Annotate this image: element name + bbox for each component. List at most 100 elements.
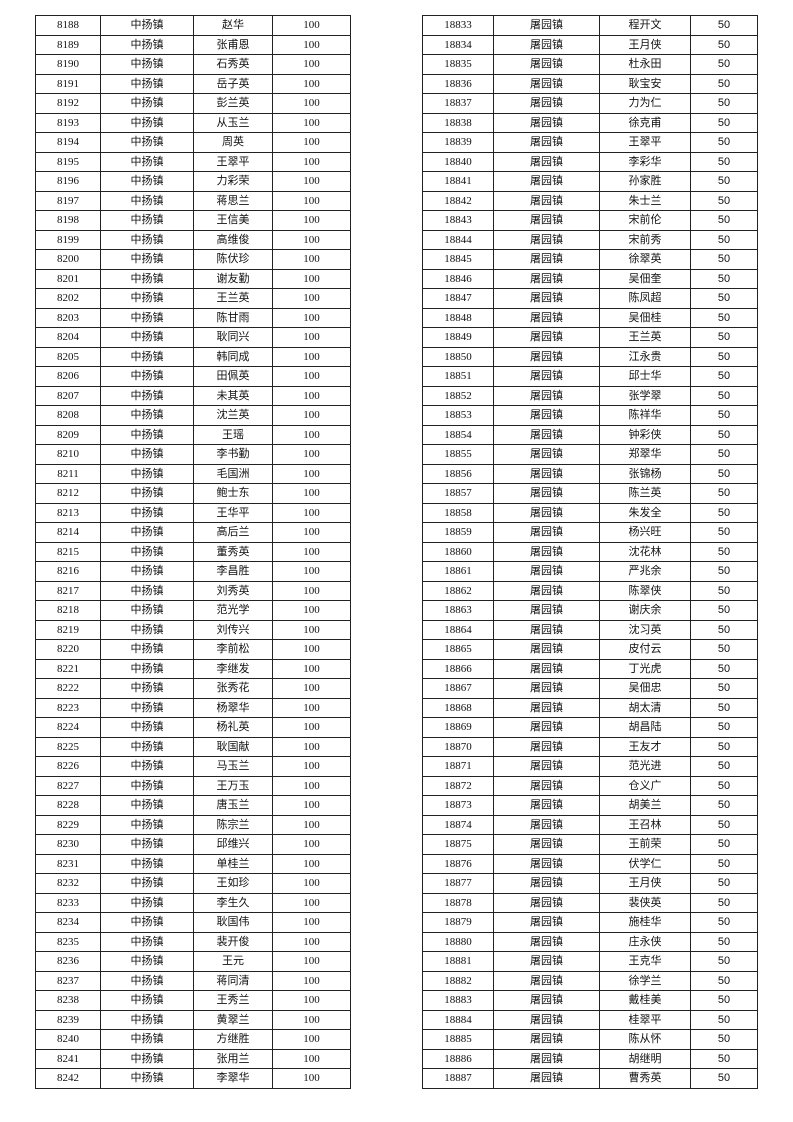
cell-name: 岳子英 xyxy=(193,73,273,94)
cell-name: 李书勤 xyxy=(193,444,273,465)
table-row: 8213 中扬镇 王华平 100 xyxy=(35,502,351,523)
table-row: 18843 屠园镇 宋前伦 50 xyxy=(422,210,758,231)
cell-town: 屠园镇 xyxy=(493,171,600,192)
table-row: 18851 屠园镇 邱士华 50 xyxy=(422,366,758,387)
cell-town: 中扬镇 xyxy=(100,307,194,328)
cell-amount: 100 xyxy=(272,834,351,855)
cell-town: 中扬镇 xyxy=(100,132,194,153)
cell-amount: 50 xyxy=(690,346,758,367)
cell-amount: 100 xyxy=(272,190,351,211)
cell-name: 刘秀英 xyxy=(193,580,273,601)
table-row: 8232 中扬镇 王如珍 100 xyxy=(35,873,351,894)
cell-town: 中扬镇 xyxy=(100,34,194,55)
table-row: 18877 屠园镇 王月侠 50 xyxy=(422,873,758,894)
cell-amount: 50 xyxy=(690,580,758,601)
cell-town: 中扬镇 xyxy=(100,346,194,367)
cell-id: 8221 xyxy=(35,658,101,679)
table-row: 8219 中扬镇 刘传兴 100 xyxy=(35,619,351,640)
cell-town: 中扬镇 xyxy=(100,424,194,445)
cell-amount: 50 xyxy=(690,385,758,406)
cell-id: 18837 xyxy=(422,93,494,114)
cell-name: 胡继明 xyxy=(599,1048,691,1069)
cell-id: 18885 xyxy=(422,1029,494,1050)
cell-name: 王元 xyxy=(193,951,273,972)
table-row: 18855 屠园镇 郑翠华 50 xyxy=(422,444,758,465)
table-row: 18868 屠园镇 胡太清 50 xyxy=(422,697,758,718)
table-row: 18875 屠园镇 王前荣 50 xyxy=(422,834,758,855)
cell-amount: 50 xyxy=(690,54,758,75)
cell-town: 屠园镇 xyxy=(493,600,600,621)
cell-amount: 50 xyxy=(690,229,758,250)
cell-name: 徐翠英 xyxy=(599,249,691,270)
cell-town: 中扬镇 xyxy=(100,756,194,777)
cell-name: 陈宗兰 xyxy=(193,814,273,835)
cell-id: 18874 xyxy=(422,814,494,835)
cell-amount: 50 xyxy=(690,814,758,835)
table-row: 18849 屠园镇 王兰英 50 xyxy=(422,327,758,348)
cell-amount: 50 xyxy=(690,483,758,504)
cell-name: 程开文 xyxy=(599,15,691,36)
cell-town: 中扬镇 xyxy=(100,151,194,172)
table-row: 18836 屠园镇 耿宝安 50 xyxy=(422,73,758,94)
table-row: 8201 中扬镇 谢友勤 100 xyxy=(35,268,351,289)
table-row: 8210 中扬镇 李书勤 100 xyxy=(35,444,351,465)
cell-amount: 50 xyxy=(690,463,758,484)
cell-town: 屠园镇 xyxy=(493,210,600,231)
cell-id: 18860 xyxy=(422,541,494,562)
cell-town: 中扬镇 xyxy=(100,892,194,913)
cell-town: 中扬镇 xyxy=(100,73,194,94)
table-row: 8239 中扬镇 黄翠兰 100 xyxy=(35,1009,351,1030)
cell-amount: 50 xyxy=(690,73,758,94)
cell-name: 仓义广 xyxy=(599,775,691,796)
cell-town: 屠园镇 xyxy=(493,522,600,543)
cell-name: 范光进 xyxy=(599,756,691,777)
cell-id: 8228 xyxy=(35,795,101,816)
cell-amount: 100 xyxy=(272,697,351,718)
table-row: 8197 中扬镇 蒋思兰 100 xyxy=(35,190,351,211)
table-row: 8231 中扬镇 单桂兰 100 xyxy=(35,853,351,874)
cell-town: 屠园镇 xyxy=(493,229,600,250)
cell-town: 屠园镇 xyxy=(493,541,600,562)
cell-id: 18843 xyxy=(422,210,494,231)
cell-town: 屠园镇 xyxy=(493,385,600,406)
cell-town: 中扬镇 xyxy=(100,210,194,231)
cell-id: 8196 xyxy=(35,171,101,192)
cell-amount: 100 xyxy=(272,424,351,445)
cell-town: 屠园镇 xyxy=(493,834,600,855)
cell-id: 8224 xyxy=(35,717,101,738)
cell-id: 18857 xyxy=(422,483,494,504)
cell-town: 中扬镇 xyxy=(100,912,194,933)
cell-name: 王兰英 xyxy=(193,288,273,309)
cell-amount: 100 xyxy=(272,112,351,133)
cell-id: 8227 xyxy=(35,775,101,796)
table-row: 8220 中扬镇 李前松 100 xyxy=(35,639,351,660)
cell-town: 屠园镇 xyxy=(493,892,600,913)
cell-name: 蒋思兰 xyxy=(193,190,273,211)
cell-name: 皮付云 xyxy=(599,639,691,660)
cell-name: 宋前伦 xyxy=(599,210,691,231)
cell-id: 18868 xyxy=(422,697,494,718)
cell-id: 18846 xyxy=(422,268,494,289)
cell-id: 18838 xyxy=(422,112,494,133)
table-row: 18835 屠园镇 杜永田 50 xyxy=(422,54,758,75)
cell-name: 丁光虎 xyxy=(599,658,691,679)
cell-id: 8207 xyxy=(35,385,101,406)
cell-name: 杨翠华 xyxy=(193,697,273,718)
cell-town: 屠园镇 xyxy=(493,931,600,952)
table-row: 18869 屠园镇 胡昌陆 50 xyxy=(422,717,758,738)
table-row: 18854 屠园镇 钟彩侠 50 xyxy=(422,424,758,445)
cell-name: 周英 xyxy=(193,132,273,153)
cell-name: 朱发全 xyxy=(599,502,691,523)
cell-amount: 100 xyxy=(272,1029,351,1050)
cell-town: 中扬镇 xyxy=(100,112,194,133)
cell-name: 王华平 xyxy=(193,502,273,523)
cell-town: 屠园镇 xyxy=(493,912,600,933)
cell-amount: 50 xyxy=(690,522,758,543)
cell-id: 8236 xyxy=(35,951,101,972)
cell-id: 18877 xyxy=(422,873,494,894)
table-row: 18840 屠园镇 李彩华 50 xyxy=(422,151,758,172)
table-row: 18872 屠园镇 仓义广 50 xyxy=(422,775,758,796)
cell-name: 谢友勤 xyxy=(193,268,273,289)
table-row: 18883 屠园镇 戴桂美 50 xyxy=(422,990,758,1011)
table-row: 8221 中扬镇 李继发 100 xyxy=(35,658,351,679)
